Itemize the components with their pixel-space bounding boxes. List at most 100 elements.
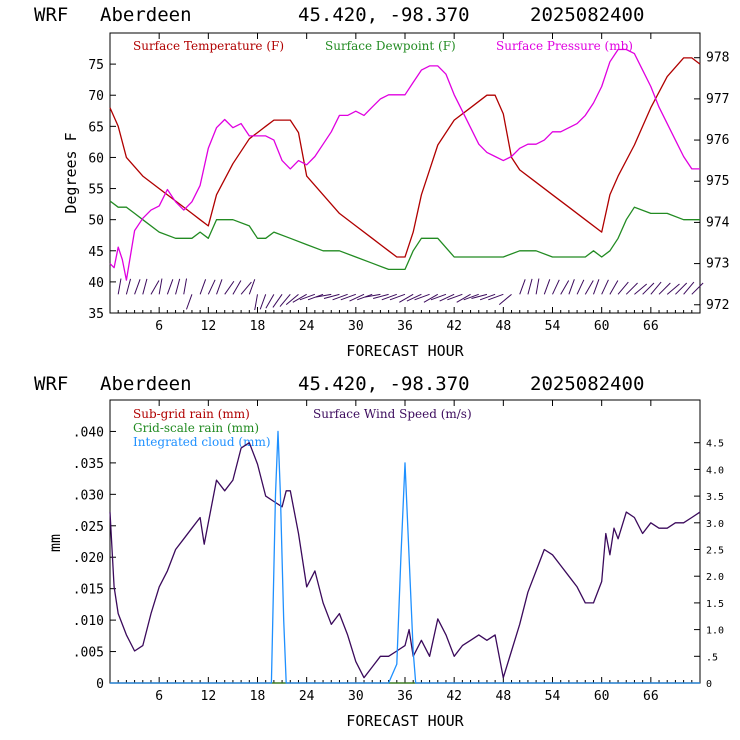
panel-1-axes: 6 12 18 24 30 36 42 48 54 60 66 35 40 45 50 55 60 65 70 75 9…: [88, 33, 730, 334]
y2-tick-label: 2.5: [706, 546, 724, 557]
legend-wind-speed: Surface Wind Speed (m/s): [313, 407, 472, 421]
x-tick-label: 36: [397, 319, 413, 334]
wind-barb: [584, 280, 594, 295]
panel-2-ylabel: mm: [46, 534, 64, 552]
series-line-surface-dewpoint-f: [109, 200, 700, 271]
y-tick-label: 45: [88, 245, 104, 260]
y-tick-label: 50: [88, 214, 104, 229]
x-tick-label: 54: [545, 319, 561, 334]
wind-barb: [224, 280, 235, 295]
wind-barb: [609, 280, 619, 295]
wind-barb: [248, 279, 256, 295]
wind-barb: [406, 293, 422, 302]
wind-barb: [675, 282, 688, 295]
panel-2-station: Aberdeen: [100, 373, 192, 395]
y-tick-label: .030: [73, 488, 104, 503]
wind-barb: [625, 282, 638, 295]
y2-tick-label: 0: [706, 679, 712, 690]
x-tick-label: 30: [348, 689, 364, 704]
y-tick-label: 70: [88, 89, 104, 104]
panel-1-run: 2025082400: [530, 4, 644, 26]
wind-barb: [323, 293, 340, 299]
wind-barb: [158, 278, 163, 295]
wind-barb: [117, 278, 122, 295]
wind-barb: [207, 279, 216, 295]
wind-barb: [463, 293, 479, 301]
panel-1-ylabel: Degrees F: [62, 132, 80, 213]
wind-barb: [479, 293, 496, 301]
wind-barb: [683, 281, 695, 295]
panel-1-wind-barbs: [117, 278, 704, 311]
wind-barb: [543, 279, 551, 295]
wind-barb: [364, 293, 381, 298]
y-tick-label: 0: [96, 677, 104, 692]
wind-barb: [349, 293, 365, 302]
wind-barb: [617, 281, 629, 295]
y-tick-label: 75: [88, 58, 104, 73]
wind-barb: [439, 293, 455, 302]
wind-barb: [272, 294, 283, 308]
y2-tick-label: 3.5: [706, 492, 724, 503]
y2-tick-label: 976: [706, 133, 729, 148]
wind-barb: [332, 293, 348, 301]
legend-integrated-cloud: Integrated cloud (mm): [133, 435, 271, 449]
y2-tick-label: 3.0: [706, 519, 724, 530]
y-tick-label: .025: [73, 520, 104, 535]
wind-barb: [423, 293, 439, 303]
panel-1-model: WRF: [34, 4, 68, 26]
panel-1-coords: 45.420, -98.370: [298, 4, 470, 26]
y2-tick-label: 1.5: [706, 599, 724, 610]
y2-tick-label: 975: [706, 174, 729, 189]
y-tick-label: .015: [73, 583, 104, 598]
x-tick-label: 18: [250, 689, 266, 704]
panel-2-xlabel: FORECAST HOUR: [346, 712, 464, 730]
y2-tick-label: 4.0: [706, 465, 724, 476]
wind-barb: [601, 279, 609, 295]
wind-barb: [447, 293, 463, 301]
wind-barb: [199, 279, 207, 295]
wind-barb: [279, 294, 291, 307]
wind-barb: [456, 293, 471, 303]
x-tick-label: 60: [594, 319, 610, 334]
x-tick-label: 66: [643, 319, 659, 334]
wind-barb: [381, 293, 397, 301]
y2-tick-label: 1.0: [706, 626, 724, 637]
panel-2-series: [109, 430, 701, 684]
y-tick-label: 35: [88, 307, 104, 322]
x-tick-label: 6: [155, 319, 163, 334]
x-tick-label: 42: [446, 319, 462, 334]
wind-barb: [259, 294, 267, 310]
panel-1-series: [109, 48, 701, 281]
wind-barb: [666, 283, 680, 295]
wind-barb: [373, 293, 389, 299]
wind-barb: [527, 278, 533, 295]
wind-barb: [430, 293, 447, 301]
panel-1-plot-frame: [109, 32, 701, 314]
wind-barb: [576, 279, 585, 295]
wind-barb: [568, 279, 575, 295]
y2-tick-label: 973: [706, 257, 729, 272]
wind-barb: [150, 280, 160, 295]
y-tick-label: 40: [88, 276, 104, 291]
wind-barb: [292, 293, 307, 303]
y-tick-label: 55: [88, 183, 104, 198]
legend-subgrid-rain: Sub-grid rain (mm): [133, 407, 250, 421]
y2-tick-label: 4.5: [706, 439, 724, 450]
y-tick-label: .010: [73, 614, 104, 629]
wind-barb: [299, 293, 316, 301]
panel-2-model: WRF: [34, 373, 68, 395]
wind-barb: [650, 281, 662, 295]
panel-2-coords: 45.420, -98.370: [298, 373, 470, 395]
x-tick-label: 30: [348, 319, 364, 334]
wind-barb: [634, 283, 648, 295]
wind-barb: [535, 278, 540, 295]
x-tick-label: 66: [643, 689, 659, 704]
wind-barb: [399, 293, 414, 303]
series-line-integrated-cloud-mm: [110, 430, 700, 684]
wind-barb: [488, 293, 504, 301]
y-tick-label: .035: [73, 457, 104, 472]
x-tick-label: 60: [594, 689, 610, 704]
wind-barb: [560, 280, 570, 295]
wind-barb: [498, 293, 512, 306]
y2-tick-label: 972: [706, 298, 729, 313]
